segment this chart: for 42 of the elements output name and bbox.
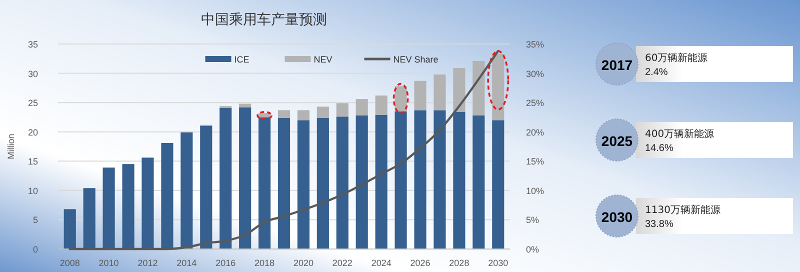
y-tick-label: 10 <box>28 186 38 196</box>
text: 2.4% <box>645 67 668 78</box>
text: 1130万辆新能源 <box>645 204 720 216</box>
y2-tick-label: 0% <box>526 244 540 254</box>
x-tick-label: 2030 <box>488 258 508 268</box>
y-tick-label: 30 <box>28 68 38 79</box>
y2-tick-label: 35% <box>526 40 544 50</box>
x-tick-label: 2028 <box>449 258 470 268</box>
y2-tick-label: 20% <box>526 127 544 138</box>
text: 14.6% <box>645 143 674 154</box>
y-tick-label: 5 <box>32 215 38 226</box>
y2-tick-label: 25% <box>526 98 544 108</box>
legend-label: NEV <box>314 54 332 64</box>
legend-label: NEV Share <box>393 54 438 64</box>
y-tick-label: 15 <box>28 156 38 167</box>
y2-tick-label: 30% <box>526 68 544 79</box>
text: 2030 <box>601 209 633 225</box>
x-tick-label: 2010 <box>98 258 119 268</box>
text: 2017 <box>601 57 633 73</box>
y-tick-label: 0 <box>32 244 38 254</box>
x-tick-label: 2012 <box>138 258 158 268</box>
x-tick-label: 2008 <box>60 258 80 268</box>
text: 33.8% <box>645 219 674 230</box>
y2-tick-label: 15% <box>526 156 544 167</box>
y2-tick-label: 10% <box>526 186 544 196</box>
x-tick-label: 2016 <box>216 258 236 268</box>
legend-label: ICE <box>234 54 250 64</box>
y-axis-title: Million <box>6 134 16 160</box>
chart-title: 中国乘用车产量预测 <box>201 12 327 28</box>
text: 400万辆新能源 <box>645 128 714 140</box>
y-tick-label: 25 <box>28 98 38 108</box>
x-tick-label: 2022 <box>332 258 352 268</box>
y-tick-label: 35 <box>28 40 38 50</box>
text: 60万辆新能源 <box>645 52 708 64</box>
x-tick-label: 2014 <box>176 258 197 268</box>
y-tick-label: 20 <box>28 127 38 138</box>
x-tick-label: 2018 <box>254 258 275 268</box>
y2-tick-label: 5% <box>526 215 540 226</box>
x-tick-label: 2024 <box>371 258 392 268</box>
x-tick-label: 2020 <box>293 258 314 268</box>
x-tick-label: 2026 <box>410 258 430 268</box>
text: 2025 <box>601 133 633 149</box>
